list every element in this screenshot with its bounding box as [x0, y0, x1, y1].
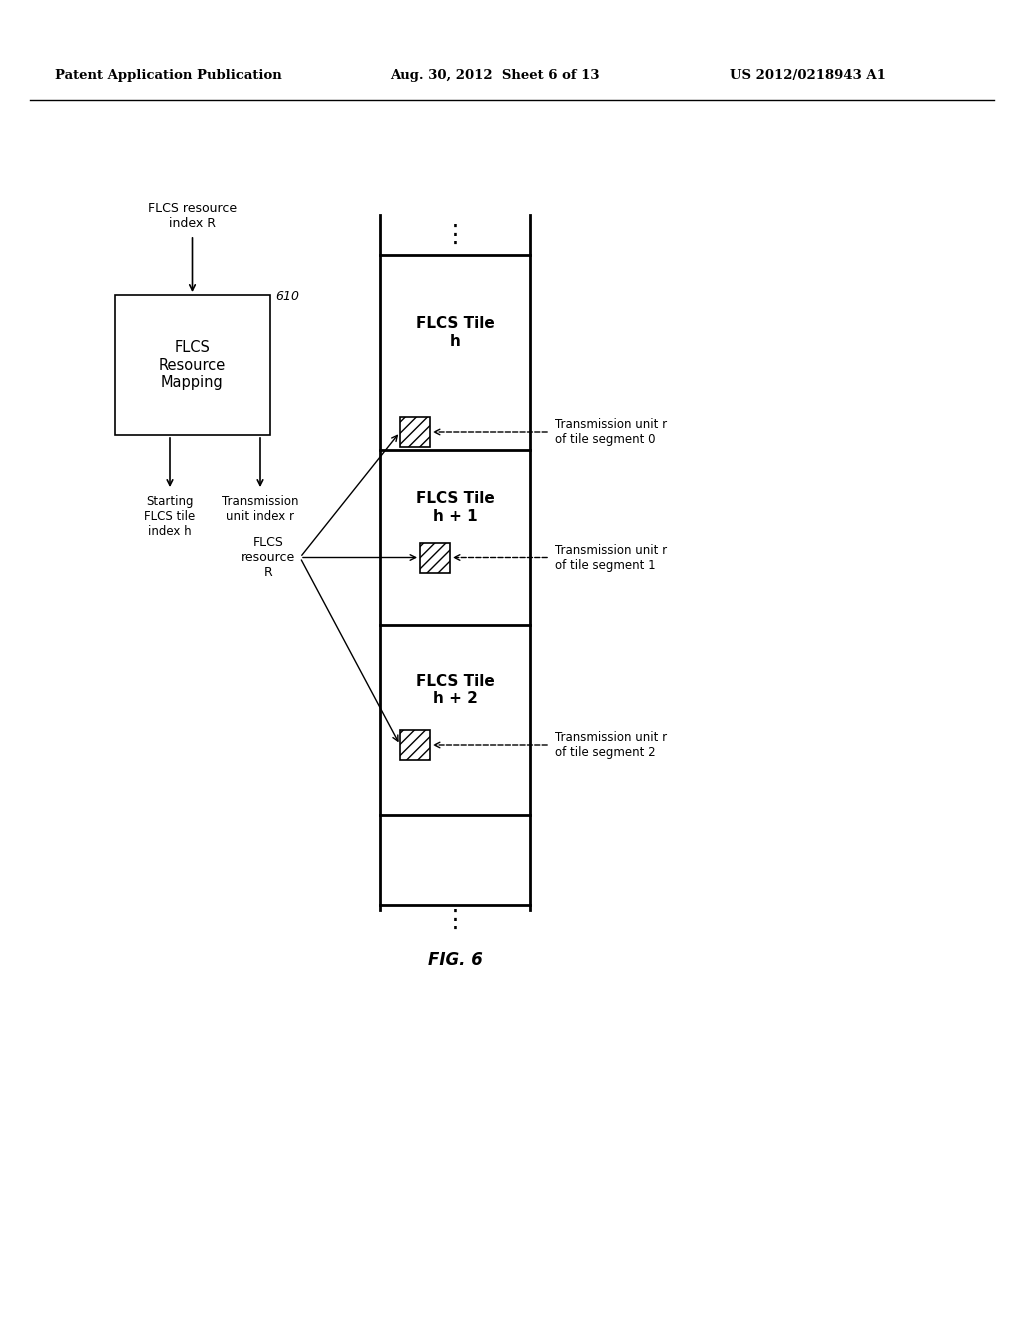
Text: FLCS Tile
h + 2: FLCS Tile h + 2: [416, 673, 495, 706]
Text: ⋮: ⋮: [442, 223, 468, 247]
Text: US 2012/0218943 A1: US 2012/0218943 A1: [730, 69, 886, 82]
Bar: [400, 730, 430, 760]
Text: FLCS resource
index R: FLCS resource index R: [147, 202, 238, 230]
Text: Transmission unit r
of tile segment 0: Transmission unit r of tile segment 0: [555, 418, 667, 446]
Text: Transmission
unit index r: Transmission unit index r: [222, 495, 298, 523]
Text: Aug. 30, 2012  Sheet 6 of 13: Aug. 30, 2012 Sheet 6 of 13: [390, 69, 599, 82]
Text: FLCS
resource
R: FLCS resource R: [241, 536, 295, 579]
Text: 610: 610: [275, 290, 299, 304]
Text: FLCS Tile
h + 1: FLCS Tile h + 1: [416, 491, 495, 524]
Text: FIG. 6: FIG. 6: [428, 950, 482, 969]
Text: Starting
FLCS tile
index h: Starting FLCS tile index h: [144, 495, 196, 539]
Text: ⋮: ⋮: [442, 908, 468, 932]
Text: FLCS Tile
h: FLCS Tile h: [416, 317, 495, 348]
Bar: [400, 417, 430, 447]
Bar: [115, 294, 270, 436]
Bar: [420, 543, 450, 573]
Text: Transmission unit r
of tile segment 1: Transmission unit r of tile segment 1: [555, 544, 667, 572]
Text: Transmission unit r
of tile segment 2: Transmission unit r of tile segment 2: [555, 731, 667, 759]
Text: Patent Application Publication: Patent Application Publication: [55, 69, 282, 82]
Text: FLCS
Resource
Mapping: FLCS Resource Mapping: [159, 341, 226, 389]
